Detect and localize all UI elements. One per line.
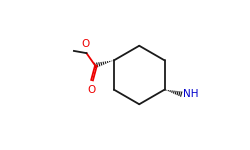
Text: NH: NH xyxy=(183,89,198,99)
Text: O: O xyxy=(87,85,95,95)
Text: O: O xyxy=(82,39,90,49)
